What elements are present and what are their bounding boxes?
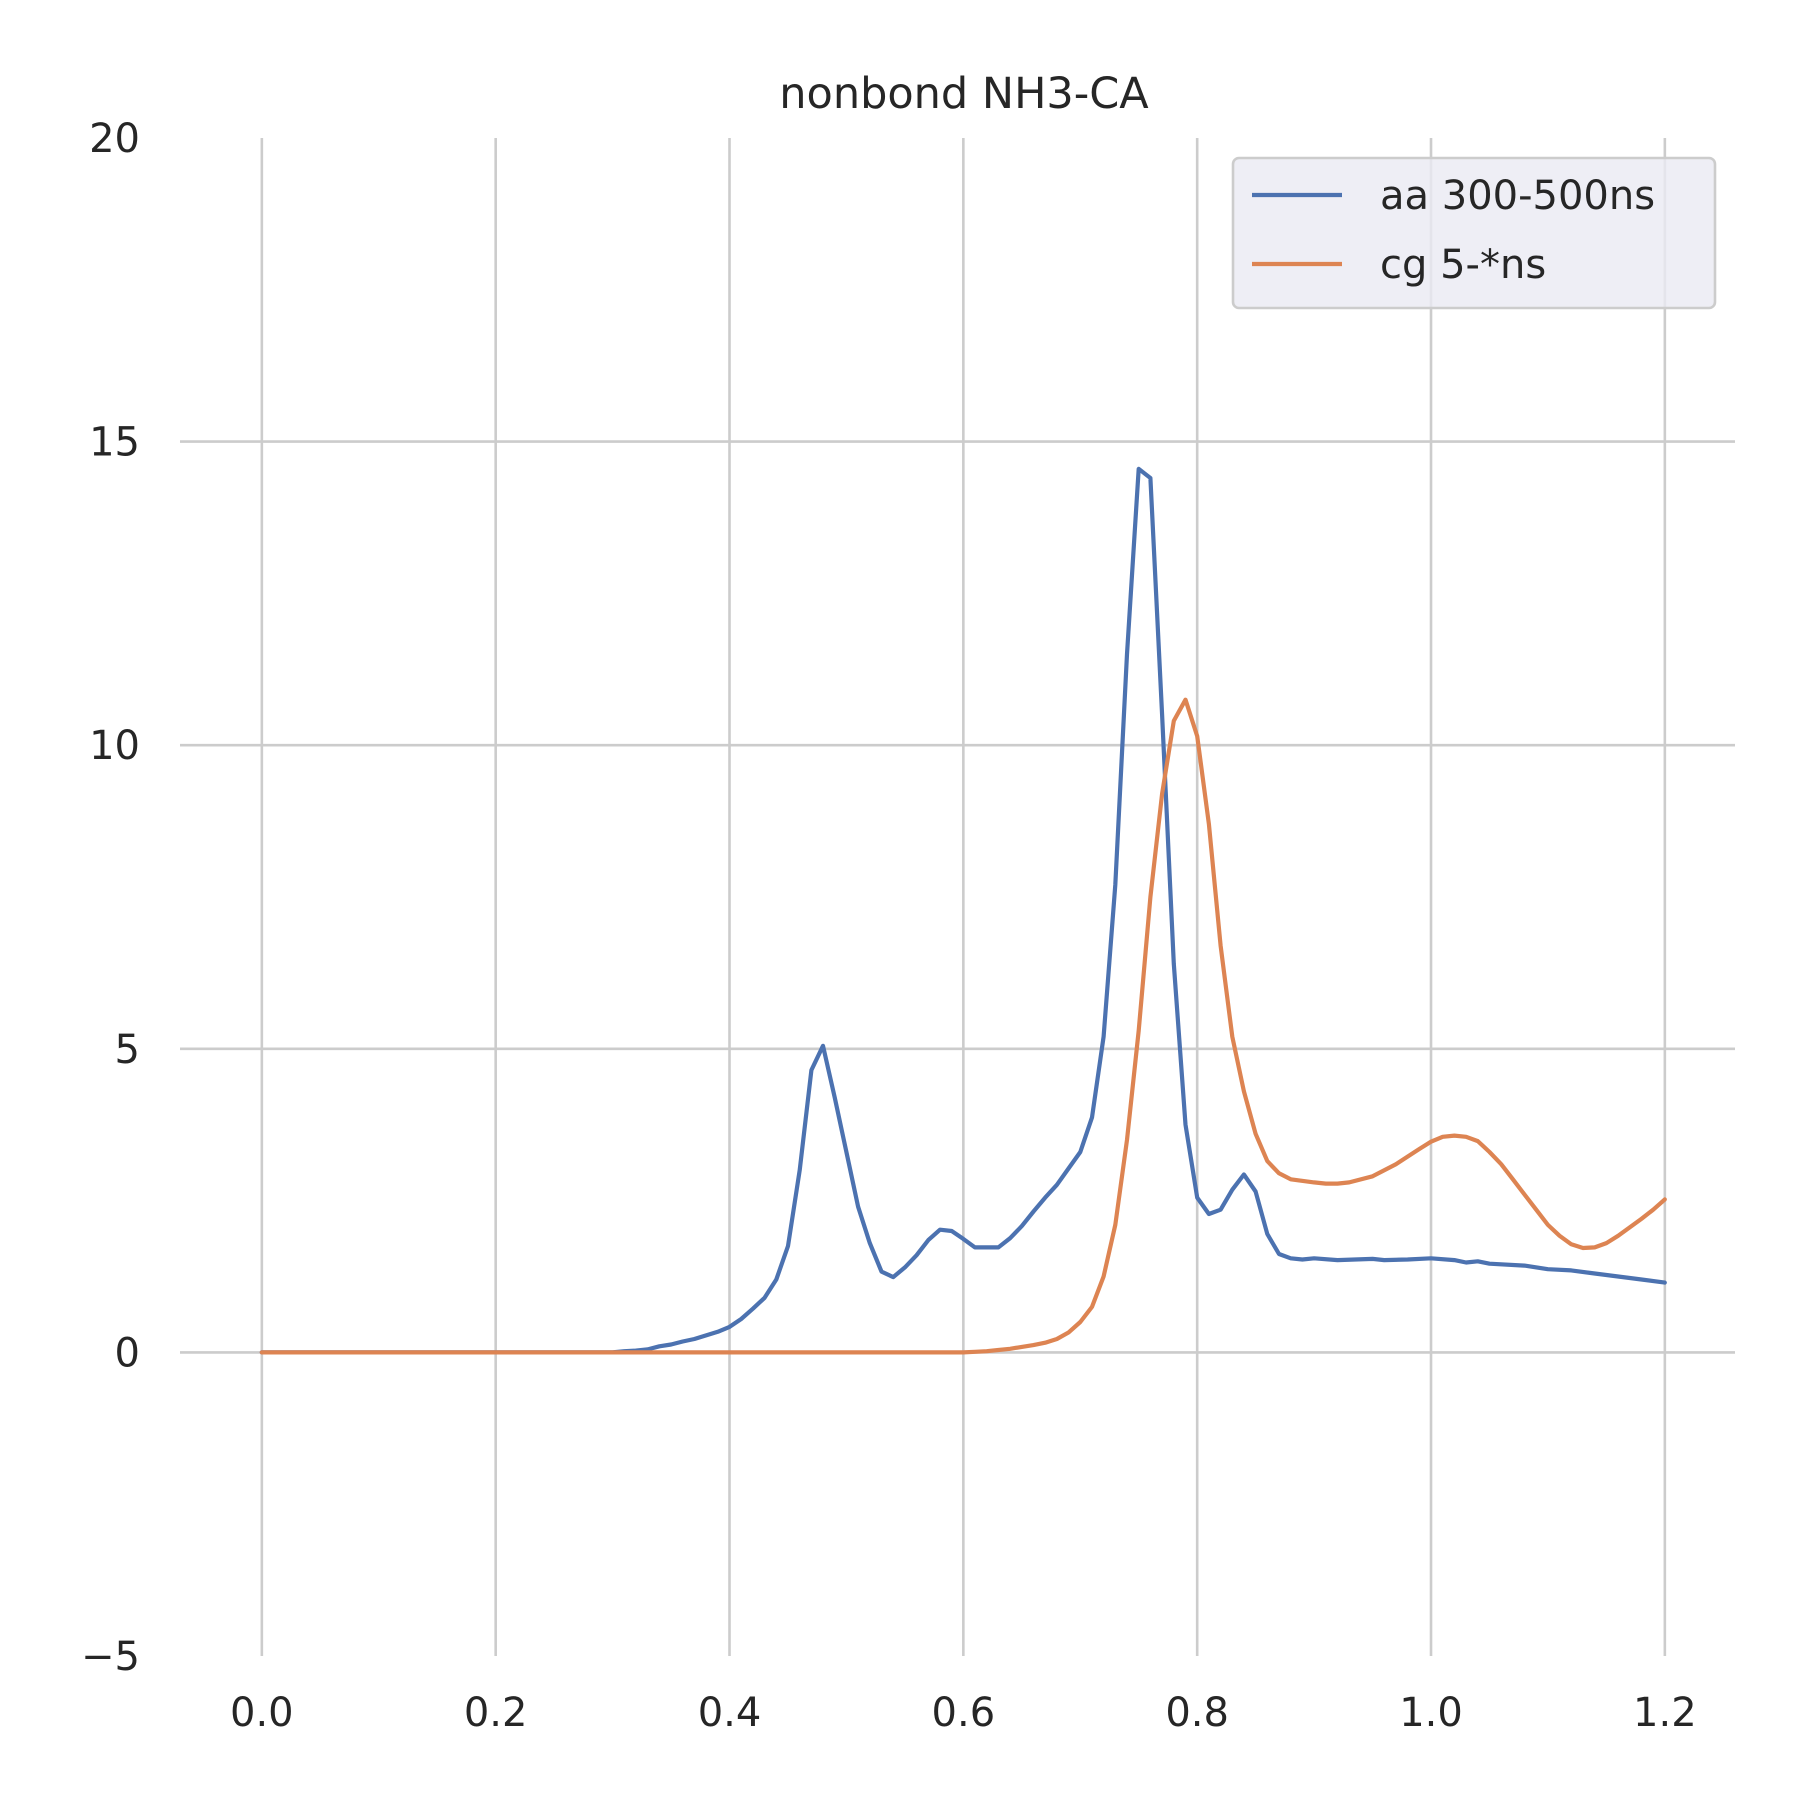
x-tick-label: 0.0 <box>230 1690 294 1736</box>
y-tick-label: 10 <box>89 723 140 769</box>
legend-box <box>1231 156 1717 310</box>
x-axis-ticks: 0.0 0.2 0.4 0.6 0.8 1.0 1.2 <box>230 1690 1697 1736</box>
series-line-aa <box>259 466 1667 1355</box>
x-tick-label: 0.6 <box>932 1690 996 1736</box>
x-tick-label: 1.2 <box>1633 1690 1697 1736</box>
x-tick-label: 0.8 <box>1165 1690 1229 1736</box>
legend-label-aa: aa 300-500ns <box>1380 173 1655 219</box>
legend[interactable]: aa 300-500ns cg 5-*ns <box>1231 156 1717 310</box>
y-axis-ticks: −5 0 5 10 15 20 <box>81 116 140 1680</box>
y-tick-label: 5 <box>115 1027 140 1073</box>
x-tick-label: 0.2 <box>464 1690 528 1736</box>
x-tick-label: 0.4 <box>698 1690 762 1736</box>
y-tick-label: 20 <box>89 116 140 162</box>
y-tick-label: −5 <box>81 1634 140 1680</box>
series-line-cg <box>259 697 1667 1355</box>
series-lines <box>259 466 1667 1355</box>
legend-label-cg: cg 5-*ns <box>1380 242 1546 288</box>
y-tick-label: 15 <box>89 420 140 466</box>
x-tick-label: 1.0 <box>1399 1690 1463 1736</box>
chart-title: nonbond NH3-CA <box>779 69 1149 119</box>
y-tick-label: 0 <box>115 1330 140 1376</box>
grid <box>180 138 1735 1656</box>
